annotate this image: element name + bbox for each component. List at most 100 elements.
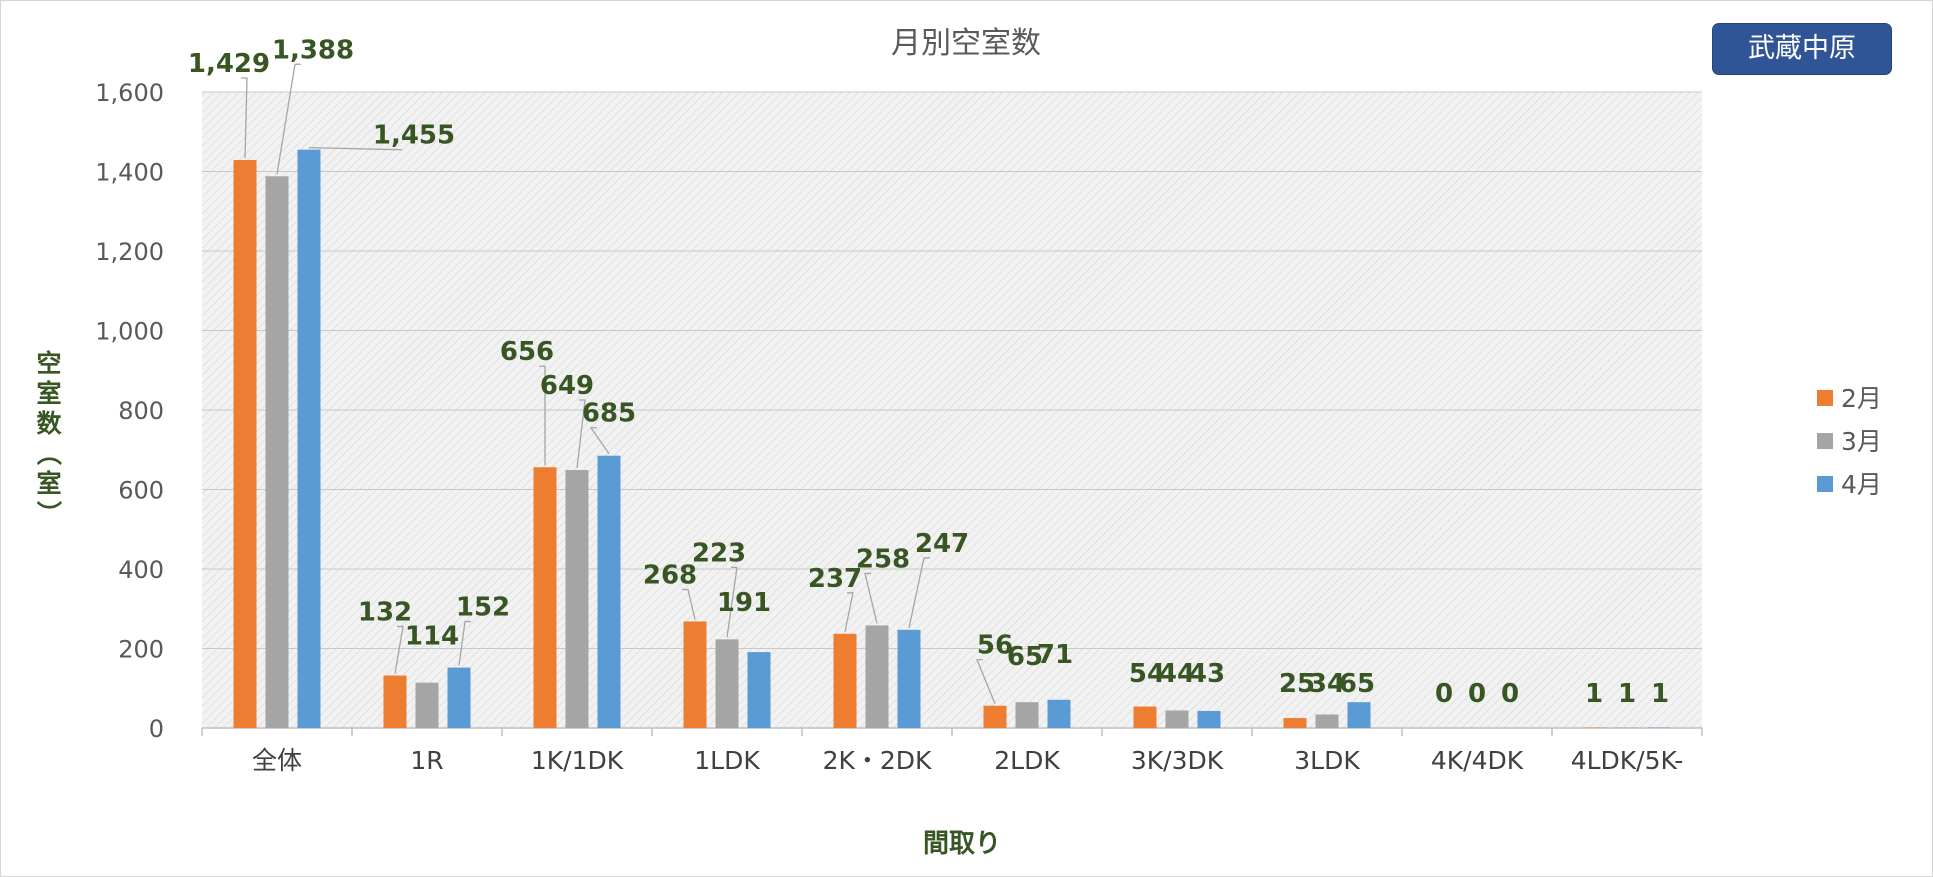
- svg-text:数: 数: [36, 409, 62, 438]
- data-label-3月-3K/3DK: 44: [1159, 659, 1195, 689]
- bar-2月-1LDK: [683, 621, 707, 728]
- data-label-3月-2LDK: 65: [1007, 642, 1043, 672]
- svg-text:室: 室: [36, 469, 61, 498]
- bar-4月-3K/3DK: [1197, 710, 1221, 728]
- data-label-2月-2LDK: 56: [977, 631, 1013, 661]
- y-tick-label: 1,600: [95, 79, 164, 107]
- y-tick-label: 1,000: [95, 318, 164, 346]
- legend-label-2月: 2月: [1841, 384, 1882, 413]
- bar-4月-全体: [297, 149, 321, 728]
- leader-line: [241, 77, 248, 158]
- svg-text:室: 室: [36, 379, 61, 408]
- bar-4月-1R: [447, 667, 471, 728]
- legend-label-3月: 3月: [1841, 427, 1882, 456]
- data-label-3月-1K/1DK: 649: [540, 371, 594, 401]
- data-label-3月-4K/4DK: 0: [1468, 679, 1486, 709]
- chart-title: 月別空室数: [891, 26, 1041, 61]
- data-label-3月-2K・2DK: 258: [856, 544, 910, 574]
- data-label-3月-1R: 114: [405, 622, 459, 652]
- data-label-4月-3LDK: 65: [1339, 669, 1375, 699]
- data-labels: 1,429 132 656 268 237 56 54 25 0 1 1,388 114 649 223 2…: [188, 35, 1669, 709]
- x-tick-label: 4LDK/5K-: [1571, 746, 1684, 775]
- bar-2月-2K・2DK: [833, 633, 857, 728]
- x-tick-label: 3LDK: [1294, 746, 1360, 775]
- svg-text:（: （: [34, 440, 63, 465]
- leader-line: [844, 592, 854, 632]
- data-label-4月-2LDK: 71: [1037, 640, 1073, 670]
- bar-3月-1K/1DK: [565, 470, 589, 728]
- data-label-2月-1R: 132: [358, 598, 412, 628]
- gridlines: [202, 91, 1702, 649]
- y-tick-label: 600: [118, 477, 164, 505]
- bar-2月-全体: [233, 159, 257, 728]
- data-label-4月-1R: 152: [456, 593, 510, 623]
- data-label-2月-3K/3DK: 54: [1129, 659, 1165, 689]
- leader-line: [276, 63, 301, 175]
- data-label-2月-1K/1DK: 656: [500, 337, 554, 367]
- bar-2月-3LDK: [1283, 718, 1307, 728]
- svg-text:空: 空: [36, 349, 61, 378]
- data-label-4月-全体: 1,455: [373, 121, 455, 151]
- y-tick-label: 200: [118, 636, 164, 664]
- x-tick-label: 3K/3DK: [1131, 746, 1224, 775]
- y-axis-title: 空室数（室）: [34, 349, 63, 526]
- data-label-4月-4LDK/5K-: 1: [1651, 679, 1669, 709]
- leader-line: [976, 659, 996, 704]
- station-badge: 武蔵中原: [1712, 23, 1892, 75]
- bar-4月-2K・2DK: [897, 629, 921, 728]
- bar-3月-全体: [265, 176, 289, 728]
- x-axis-title: 間取り: [923, 829, 1001, 859]
- x-tick-label: 1R: [410, 746, 443, 775]
- label-leader-lines: [241, 63, 996, 704]
- leader-line: [539, 365, 546, 466]
- bar-3月-2LDK: [1015, 702, 1039, 728]
- data-label-4月-2K・2DK: 247: [915, 529, 969, 559]
- legend-swatch-3月: [1817, 433, 1833, 449]
- leader-line: [682, 588, 696, 620]
- x-tick-label: 4K/4DK: [1431, 746, 1524, 775]
- data-label-2月-全体: 1,429: [188, 49, 270, 79]
- leader-line: [864, 572, 878, 624]
- data-label-3月-3LDK: 34: [1309, 669, 1345, 699]
- legend-label-4月: 4月: [1841, 470, 1882, 499]
- x-tick-label: 全体: [252, 746, 302, 775]
- y-tick-label: 1,400: [95, 159, 164, 187]
- data-label-4月-1LDK: 191: [717, 588, 771, 618]
- x-tick-label: 2LDK: [994, 746, 1060, 775]
- bar-3月-1LDK: [715, 639, 739, 728]
- legend-swatch-2月: [1817, 390, 1833, 406]
- data-label-2月-3LDK: 25: [1279, 669, 1315, 699]
- y-tick-label: 800: [118, 397, 164, 425]
- bar-3月-1R: [415, 682, 439, 728]
- bars: [233, 149, 1671, 728]
- x-tick-label: 1K/1DK: [531, 746, 624, 775]
- data-label-2月-1LDK: 268: [643, 560, 697, 590]
- y-tick-label: 0: [149, 715, 164, 743]
- y-tick-label: 400: [118, 556, 164, 584]
- leader-line: [576, 399, 586, 469]
- data-label-3月-1LDK: 223: [692, 538, 746, 568]
- leader-line: [394, 625, 404, 674]
- leader-line: [308, 146, 402, 151]
- bar-3月-3LDK: [1315, 714, 1339, 728]
- bar-4月-3LDK: [1347, 702, 1371, 728]
- bar-2月-3K/3DK: [1133, 706, 1157, 728]
- data-label-3月-4LDK/5K-: 1: [1618, 679, 1636, 709]
- data-label-2月-4K/4DK: 0: [1435, 679, 1453, 709]
- bar-4月-1LDK: [747, 652, 771, 728]
- bar-3月-3K/3DK: [1165, 710, 1189, 728]
- bar-2月-2LDK: [983, 705, 1007, 728]
- data-label-4月-3K/3DK: 43: [1189, 659, 1225, 689]
- data-label-4月-4K/4DK: 0: [1501, 679, 1519, 709]
- leader-line: [726, 566, 738, 638]
- legend: 2月 3月 4月: [1817, 384, 1882, 499]
- leader-line: [908, 557, 930, 628]
- data-label-4月-1K/1DK: 685: [582, 399, 636, 429]
- data-label-2月-2K・2DK: 237: [808, 564, 862, 594]
- x-tick-label: 2K・2DK: [823, 746, 932, 775]
- y-tick-label: 1,200: [95, 238, 164, 266]
- bar-4月-2LDK: [1047, 699, 1071, 728]
- svg-text:）: ）: [34, 500, 63, 525]
- data-label-2月-4LDK/5K-: 1: [1585, 679, 1603, 709]
